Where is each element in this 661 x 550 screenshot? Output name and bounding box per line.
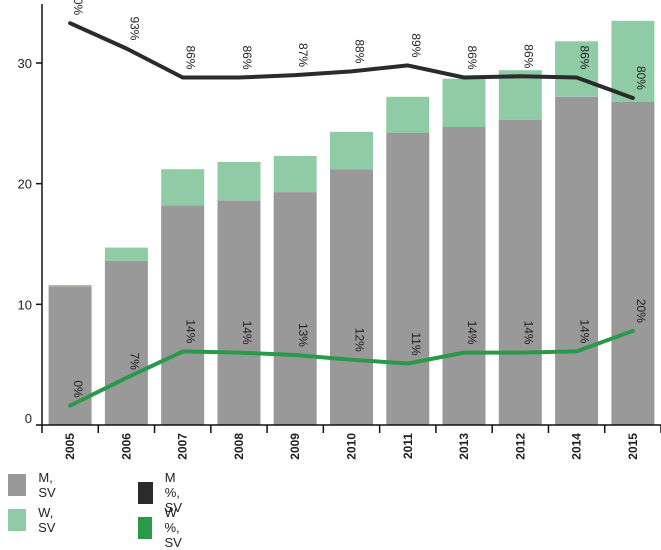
legend-item-m-sv: M, SV: [8, 470, 63, 500]
data-label-w-pct: 14%: [521, 321, 535, 345]
data-label-w-pct: 7%: [127, 353, 141, 371]
bar-m-sv-2012: [498, 119, 542, 425]
data-label-m-pct: 80%: [634, 66, 648, 90]
data-label-w-pct: 14%: [465, 321, 479, 345]
data-label-m-pct: 93%: [127, 16, 141, 40]
data-label-m-pct: 88%: [353, 39, 367, 63]
bar-w-sv-2015: [611, 20, 655, 102]
bar-m-sv-2008: [217, 200, 261, 425]
legend-label: M %, SV: [164, 470, 183, 515]
bar-m-sv-2005: [48, 286, 92, 425]
legend-label: W, SV: [38, 505, 56, 535]
bar-m-sv-2015: [611, 101, 655, 425]
x-tick-label-2010: 2010: [345, 433, 359, 460]
bar-m-sv-2013: [442, 127, 486, 425]
bar-w-sv-2005: [48, 285, 92, 287]
y-tick-label: 30: [18, 56, 32, 71]
bar-w-sv-2007: [161, 169, 205, 206]
legend-item-m-pct-sv: M %, SV: [138, 470, 193, 515]
x-tick-label-2011: 2011: [401, 433, 415, 459]
data-label-m-pct: 86%: [240, 45, 254, 69]
bar-w-sv-2014: [555, 41, 599, 97]
bar-w-sv-2010: [330, 131, 373, 170]
bar-m-sv-2011: [386, 133, 430, 425]
bar-w-sv-2008: [217, 161, 261, 201]
legend-swatch: [8, 474, 27, 496]
data-label-m-pct: 87%: [296, 43, 310, 67]
data-label-w-pct: 14%: [578, 319, 592, 343]
data-label-w-pct: 11%: [409, 332, 423, 355]
bar-m-sv-2006: [104, 260, 148, 425]
bar-w-sv-2009: [273, 155, 317, 193]
legend-item-w-pct-sv: W %, SV: [138, 505, 193, 550]
bar-w-sv-2006: [104, 247, 148, 261]
chart: 0 10 20 30 2005 2006 2007 2008 2009 2010 2011 2013 2…: [18, 0, 661, 460]
axes-group: 0 10 20 30 2005 2006 2007 2008 2009 2010 2011 2013 2…: [18, 4, 661, 460]
data-label-w-pct: 12%: [353, 328, 367, 352]
y-tick-label: 10: [18, 297, 32, 312]
bar-w-sv-2011: [386, 96, 430, 133]
labels-group: 100% 93% 86% 86% 87% 88% 89% 86% 86% 86% 80% 0% 7% 14…: [71, 0, 648, 398]
bar-m-sv-2010: [330, 169, 373, 425]
y-tick-label: 20: [18, 177, 32, 192]
bars-group: [48, 20, 655, 426]
bar-m-sv-2014: [555, 96, 599, 426]
line-m-pct-sv: [68, 21, 635, 100]
x-tick-label-2006: 2006: [119, 433, 133, 460]
legend-label: M, SV: [38, 470, 56, 500]
line-w-pct-sv: [68, 328, 635, 408]
x-tick-label-2008: 2008: [232, 433, 246, 460]
bar-m-sv-2007: [161, 205, 205, 425]
bar-w-sv-2013: [442, 78, 486, 127]
x-tick-label-2007: 2007: [176, 433, 190, 460]
bar-m-sv-2009: [273, 192, 317, 425]
data-label-m-pct: 86%: [578, 45, 592, 69]
data-label-w-pct: 20%: [634, 299, 648, 323]
x-tick-label-2014: 2014: [570, 433, 584, 460]
legend-item-w-sv: W, SV: [8, 505, 63, 535]
x-tick-label-2009: 2009: [288, 433, 302, 460]
legend-swatch: [138, 516, 153, 539]
legend-swatch: [8, 509, 27, 531]
x-tick-label-2005: 2005: [63, 433, 77, 460]
x-tick-label-2012: 2012: [513, 433, 527, 460]
data-label-w-pct: 14%: [240, 321, 254, 345]
data-label-m-pct: 86%: [184, 45, 198, 69]
data-label-w-pct: 14%: [184, 319, 198, 343]
data-label-w-pct: 13%: [296, 323, 310, 347]
x-tick-label-2013: 2013: [457, 433, 471, 460]
data-label-m-pct: 86%: [521, 44, 535, 68]
data-label-m-pct: 89%: [409, 33, 423, 57]
data-label-w-pct: 0%: [71, 380, 85, 398]
data-label-m-pct: 100%: [71, 0, 85, 16]
legend-label: W %, SV: [164, 505, 182, 550]
y-tick-label: 0: [25, 411, 32, 426]
data-label-m-pct: 86%: [465, 45, 479, 69]
legend-swatch: [138, 481, 153, 504]
lines-group: [68, 21, 635, 408]
x-tick-label-2015: 2015: [626, 433, 640, 460]
